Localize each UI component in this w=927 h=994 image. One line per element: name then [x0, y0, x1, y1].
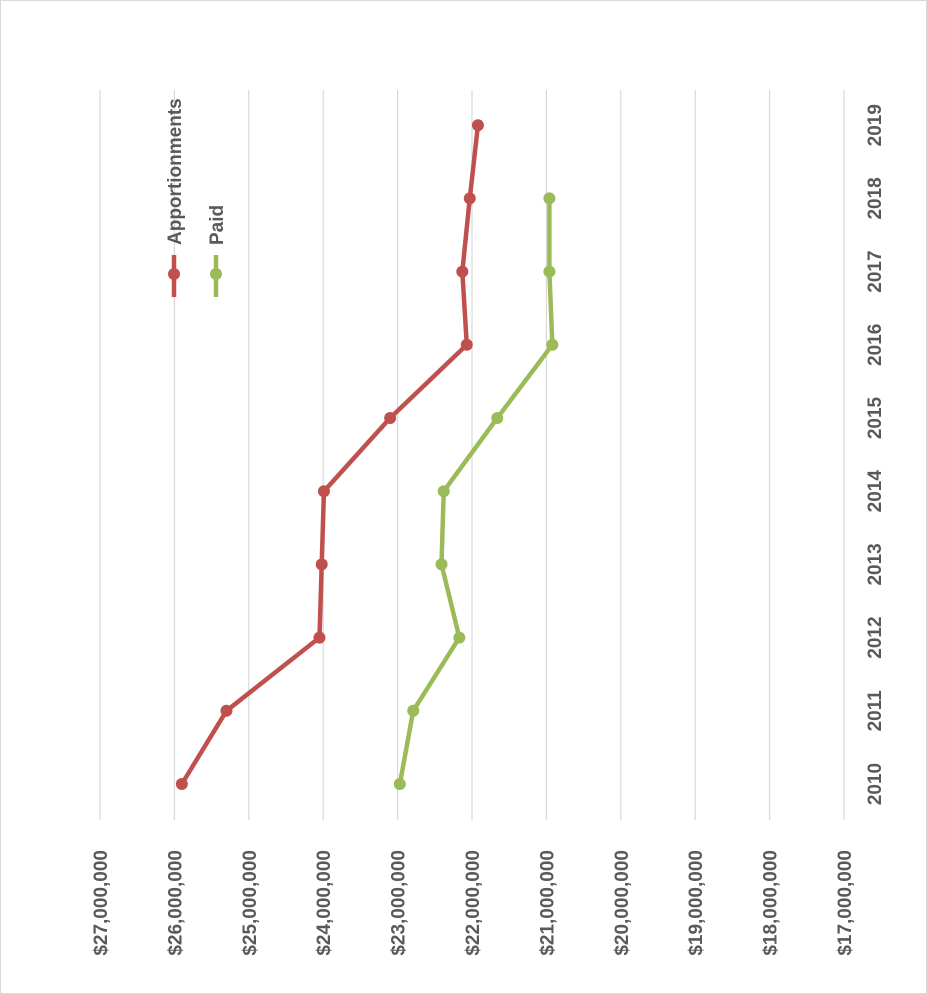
legend-marker [210, 268, 222, 280]
value-axis-tick-label: $26,000,000 [165, 850, 186, 956]
series-layer [175, 119, 559, 790]
data-point [437, 485, 450, 498]
value-axis-tick-label: $22,000,000 [463, 850, 484, 956]
category-axis-tick-label: 2010 [865, 763, 886, 805]
category-axis-tick-label: 2014 [865, 470, 886, 513]
value-axis-tick-label: $18,000,000 [761, 850, 782, 956]
data-point [543, 192, 556, 205]
series-line [397, 196, 555, 787]
data-point [317, 485, 330, 498]
category-axis-tick-label: 2018 [865, 177, 886, 219]
legend-label: Paid [207, 205, 228, 245]
data-point [313, 631, 326, 644]
data-point [491, 412, 504, 424]
value-axis-tick-label: $23,000,000 [389, 850, 410, 956]
data-point [460, 338, 473, 351]
data-point [546, 338, 559, 351]
data-point [456, 265, 469, 278]
data-point [471, 119, 484, 132]
data-point [453, 631, 466, 644]
category-axis-tick-label: 2017 [865, 250, 886, 292]
data-point [175, 778, 188, 790]
value-axis-tick-label: $25,000,000 [240, 850, 261, 956]
legend: Apportionments Paid [165, 98, 228, 297]
data-point [407, 704, 420, 717]
category-axis-tick-label: 2016 [865, 324, 886, 366]
category-axis-tick-label: 2013 [865, 543, 886, 585]
legend-marker [168, 268, 180, 280]
data-point [220, 704, 233, 717]
value-axis-tick-label: $17,000,000 [835, 850, 856, 956]
value-axis-tick-label: $27,000,000 [91, 850, 112, 956]
category-axis-tick-label: 2015 [865, 396, 886, 439]
value-axis-tick-label: $19,000,000 [686, 850, 707, 956]
gridlines [99, 90, 845, 820]
data-point [315, 558, 328, 571]
category-axis-tick-label: 2011 [865, 690, 886, 732]
data-point [463, 192, 476, 205]
value-axis-tick-label: $21,000,000 [537, 850, 558, 956]
data-point [543, 265, 556, 278]
value-axis-tick-label: $20,000,000 [612, 850, 633, 956]
data-point [393, 778, 406, 790]
value-axis-tick-label: $24,000,000 [314, 850, 335, 956]
legend-label: Apportionments [165, 98, 186, 245]
value-axis-tick-labels: $27,000,000 $26,000,000 $25,000,000 $24,000… [91, 850, 856, 956]
category-axis-tick-labels: 2010 2011 2012 2013 2014 2015 2016 2017 2018 2019 [865, 104, 886, 805]
data-point [384, 412, 397, 424]
category-axis-tick-label: 2012 [865, 616, 886, 658]
category-axis-tick-label: 2019 [865, 104, 886, 146]
data-point [435, 558, 448, 571]
series-line [179, 122, 481, 787]
